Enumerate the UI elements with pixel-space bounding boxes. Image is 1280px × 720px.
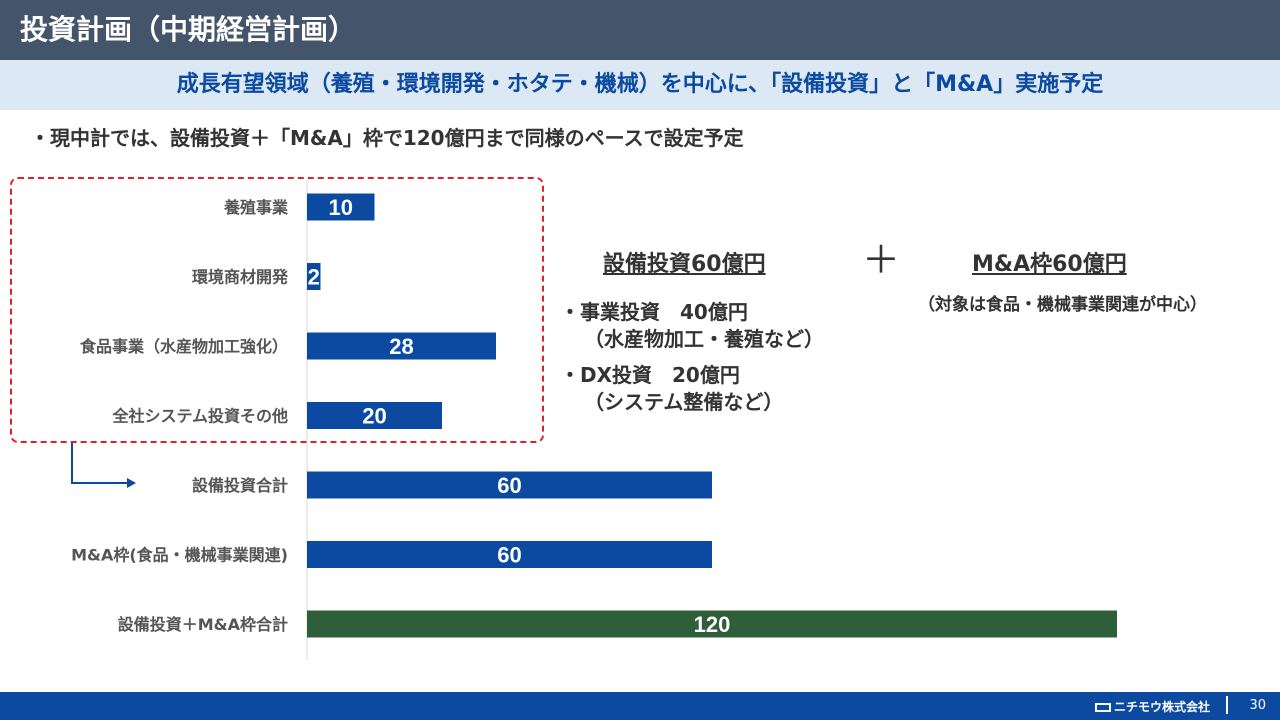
bar-2 (307, 332, 496, 360)
bar-6 (307, 610, 1117, 638)
company-name: ニチモウ株式会社 (1113, 700, 1210, 714)
footer-divider (1226, 696, 1228, 714)
subtotal-arrow-line (71, 443, 128, 484)
bar-value-label-0: 10 (329, 195, 353, 220)
capex-item-dx-detail: （システム整備など） (584, 390, 784, 414)
capex-heading: 設備投資60億円 (603, 252, 766, 277)
subtotal-arrow-head (127, 478, 136, 488)
bar-3 (307, 402, 442, 429)
bar-value-label-6: 120 (694, 612, 731, 637)
capex-item-business-detail: （水産物加工・養殖など） (584, 327, 824, 351)
category-label-2: 食品事業（水産物加工強化） (79, 337, 288, 356)
bar-4 (307, 471, 712, 499)
bar-value-label-4: 60 (497, 473, 521, 498)
bar-0 (307, 193, 375, 221)
category-label-6: 設備投資＋M&A枠合計 (118, 615, 288, 634)
bar-1 (307, 263, 321, 290)
bar-value-label-3: 20 (362, 404, 386, 429)
category-label-0: 養殖事業 (223, 198, 289, 217)
page-title: 投資計画（中期経営計画） (0, 0, 1280, 60)
category-label-3: 全社システム投資その他 (111, 407, 288, 426)
capex-item-dx: ・DX投資 20億円 (560, 363, 740, 387)
page-subtitle: 成長有望領域（養殖・環境開発・ホタテ・機械）を中心に、「設備投資」と「M&A」実… (0, 60, 1280, 110)
bar-value-label-5: 60 (497, 543, 521, 568)
investment-bar-chart: 10 養殖事業 2 環境商材開発 28 食品事業（水産物加工強化） 20 全社システム投資その… (71, 180, 1117, 660)
company-logo-icon (1094, 703, 1111, 712)
plus-sign: ＋ (862, 238, 901, 282)
ma-heading: M&A枠60億円 (972, 252, 1127, 277)
bar-value-label-2: 28 (389, 334, 413, 359)
ma-note: （対象は食品・機械事業関連が中心） (918, 295, 1207, 315)
category-label-1: 環境商材開発 (192, 268, 289, 287)
category-label-4: 設備投資合計 (192, 476, 288, 495)
bar-value-label-1: 2 (308, 265, 320, 290)
company-logo: ニチモウ株式会社 (1094, 698, 1210, 715)
bar-5 (307, 541, 712, 568)
category-label-5: M&A枠(食品・機械事業関連) (71, 546, 288, 565)
page-number: 30 (1249, 698, 1266, 713)
footer-bar: ニチモウ株式会社 30 (0, 692, 1280, 720)
summary-bullet: ・現中計では、設備投資＋「M&A」枠で120億円まで同様のペースで設定予定 (30, 126, 744, 150)
capex-item-business: ・事業投資 40億円 (560, 300, 748, 324)
breakdown-highlight-box (10, 177, 544, 443)
